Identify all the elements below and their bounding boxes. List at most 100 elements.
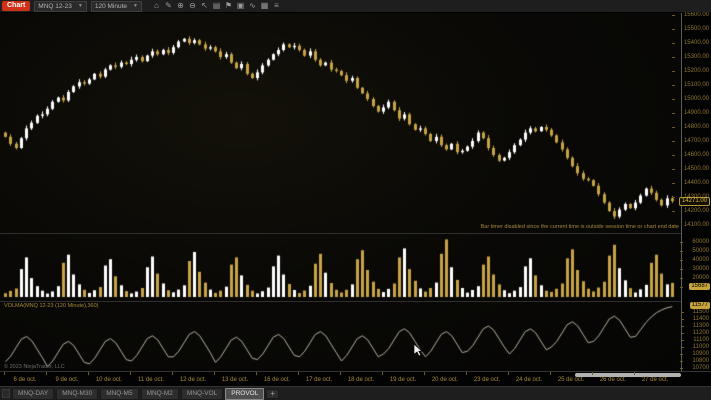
volma-axis-label: 10900 [680, 351, 709, 357]
price-axis-label: 14400.00 [671, 180, 709, 186]
price-volume-indicator-canvas[interactable] [0, 13, 681, 371]
price-axis-label: 15600.00 [671, 12, 709, 18]
document-icon[interactable]: ▤ [212, 1, 221, 10]
date-label: 10 de oct. [95, 377, 123, 383]
date-tick [340, 372, 341, 375]
zigzag-icon[interactable]: ∿ [249, 1, 256, 10]
price-axis-label: 15400.00 [671, 40, 709, 46]
volma-axis-label: 11200 [680, 330, 709, 336]
price-axis-label: 14500.00 [671, 166, 709, 172]
date-tick [550, 372, 551, 375]
tab-scroll-button[interactable] [2, 389, 10, 398]
date-tick [172, 372, 173, 375]
price-axis-label: 15000.00 [671, 96, 709, 102]
tab-mnq-m5[interactable]: MNQ-M5 [100, 387, 139, 400]
tab-mnq-vol[interactable]: MNQ-VOL [180, 387, 224, 400]
horizontal-scrollbar-thumb[interactable] [575, 373, 681, 377]
price-axis-label: 14100.00 [671, 222, 709, 228]
date-label: 13 de oct. [221, 377, 249, 383]
price-axis[interactable]: 15600.00 15500.00 15400.00 15300.00 15200.00… [671, 12, 711, 371]
panel-separator[interactable] [0, 301, 681, 302]
volma-axis-label: 10800 [680, 358, 709, 364]
volma-axis-label: 11500 [680, 309, 709, 315]
date-tick [214, 372, 215, 375]
price-axis-label: 14900.00 [671, 110, 709, 116]
price-axis-label: 14200.00 [671, 208, 709, 214]
chevron-down-icon: ▼ [77, 2, 83, 9]
price-axis-label: 14700.00 [671, 138, 709, 144]
volume-axis-label: 40000 [680, 257, 709, 263]
zoom-in-icon[interactable]: ⊕ [177, 1, 184, 10]
volma-axis-label: 11100 [681, 337, 709, 343]
bar-timer-warning: Bar timer disabled since the current tim… [480, 224, 679, 230]
date-tick [634, 372, 635, 375]
chart-menu-button[interactable]: Chart [2, 1, 31, 11]
date-label: 16 de oct. [263, 377, 291, 383]
date-tick [424, 372, 425, 375]
volume-axis-label: 60000 [680, 239, 709, 245]
last-volma-box: 11577 [689, 302, 710, 309]
zoom-out-icon[interactable]: ⊖ [189, 1, 196, 10]
toolbar-icon-group: ⌂ ✎ ⊕ ⊖ ↖ ▤ ⚑ ▣ ∿ ▦ ≡ [152, 1, 281, 11]
date-tick [508, 372, 509, 375]
date-label: 23 de oct. [473, 377, 501, 383]
price-axis-label: 15500.00 [671, 26, 709, 32]
price-axis-label: 15100.00 [671, 82, 709, 88]
last-price-box: 14271.00 [678, 197, 710, 206]
date-label: 11 de oct. [138, 377, 164, 383]
last-volume-box: 15687 [689, 283, 710, 290]
chart-plot-area[interactable]: Bar timer disabled since the current tim… [0, 13, 681, 371]
volma-axis-label: 11000 [680, 344, 709, 350]
date-label: 26 de oct. [599, 377, 627, 383]
date-label: 17 de oct. [305, 377, 333, 383]
volume-axis-label: 50000 [680, 248, 709, 254]
interval-selector[interactable]: 120 Minute ▼ [90, 0, 142, 12]
date-tick [592, 372, 593, 375]
date-tick [130, 372, 131, 375]
date-tick [88, 372, 89, 375]
instrument-selector[interactable]: MNQ 12-23 ▼ [34, 0, 87, 12]
date-tick [4, 372, 5, 375]
instrument-label: MNQ 12-23 [38, 2, 72, 10]
copyright-text: © 2023 NinjaTrader, LLC [4, 364, 65, 370]
volume-axis-label: 20000 [680, 275, 709, 281]
tab-provol[interactable]: PROVOL [225, 387, 265, 400]
date-label: 12 de oct. [179, 377, 207, 383]
price-axis-label: 14800.00 [671, 124, 709, 130]
tab-mnq-m30[interactable]: MNQ-M30 [56, 387, 99, 400]
date-label: 27 de oct. [641, 377, 669, 383]
tab-mnq-m2[interactable]: MNQ-M2 [140, 387, 179, 400]
tab-mnq-day[interactable]: MNQ-DAY [12, 387, 55, 400]
chevron-down-icon: ▼ [133, 2, 138, 9]
volma-axis-label: 10700 [680, 365, 709, 371]
chart-toolbar: Chart MNQ 12-23 ▼ 120 Minute ▼ ⌂ ✎ ⊕ ⊖ ↖ ▤ ⚑ ▣ ∿… [0, 0, 711, 13]
list-icon[interactable]: ≡ [274, 1, 279, 10]
price-axis-label: 14600.00 [671, 152, 709, 158]
date-label: 6 de oct. [13, 377, 37, 383]
date-label: 18 de oct. [347, 377, 375, 383]
date-tick [298, 372, 299, 375]
grid-icon[interactable]: ▦ [260, 1, 269, 10]
panel-separator[interactable] [0, 233, 681, 234]
camera-icon[interactable]: ▣ [236, 1, 245, 10]
date-tick [466, 372, 467, 375]
date-label: 9 de oct. [55, 377, 79, 383]
mouse-cursor [414, 344, 423, 357]
cursor-icon[interactable]: ↖ [201, 1, 208, 10]
bank-icon[interactable]: ⌂ [154, 1, 159, 10]
add-tab-button[interactable]: + [266, 388, 280, 399]
volume-axis-label: 30000 [680, 266, 709, 272]
chart-tab-bar: MNQ-DAY MNQ-M30 MNQ-M5 MNQ-M2 MNQ-VOL PROVOL + [0, 386, 711, 400]
interval-label: 120 Minute [94, 2, 128, 10]
time-axis[interactable]: 6 de oct. 9 de oct. 10 de oct. 11 de oct. 12… [0, 371, 711, 386]
price-axis-label: 15200.00 [671, 68, 709, 74]
pencil-icon[interactable]: ✎ [165, 1, 172, 10]
date-label: 24 de oct. [515, 377, 543, 383]
date-label: 25 de oct. [557, 377, 585, 383]
volma-axis-label: 11300 [680, 323, 709, 329]
flag-icon[interactable]: ⚑ [224, 1, 233, 10]
volma-indicator-label: VOLMA(MNQ 12-23 (120 Minute),360) [4, 303, 99, 309]
volma-axis-label: 11400 [680, 316, 709, 322]
date-label: 19 de oct. [389, 377, 417, 383]
date-label: 20 de oct. [431, 377, 459, 383]
